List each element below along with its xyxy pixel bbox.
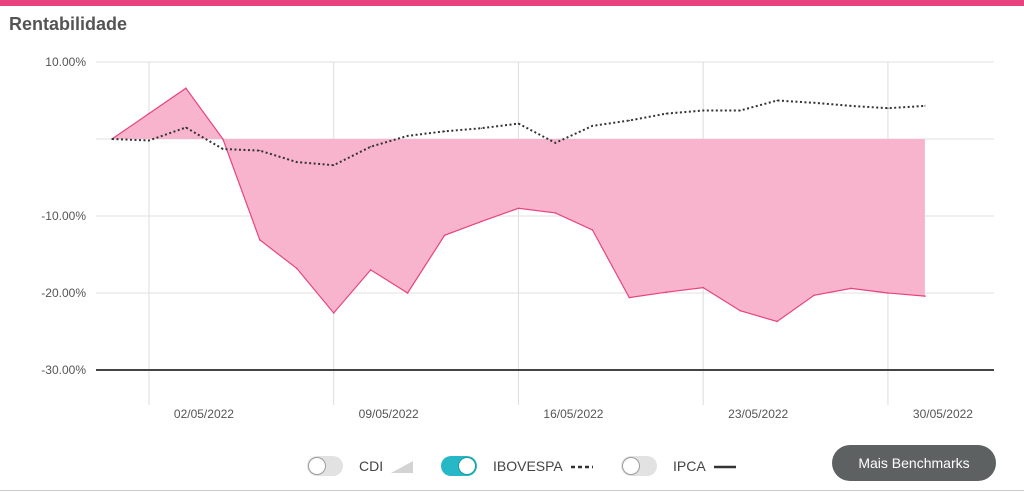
legend-item-ipca[interactable]: IPCA bbox=[621, 452, 736, 480]
ibovespa-point bbox=[296, 161, 298, 163]
portfolio-point bbox=[480, 220, 483, 223]
portfolio-point bbox=[148, 112, 150, 115]
toggle-knob bbox=[623, 458, 639, 474]
ibovespa-point bbox=[148, 139, 150, 142]
area-swatch-icon bbox=[391, 461, 414, 473]
ibovespa-point bbox=[443, 130, 446, 132]
toggle-knob bbox=[309, 458, 325, 474]
cdi-toggle[interactable] bbox=[307, 456, 343, 476]
ibovespa-point bbox=[259, 149, 261, 152]
ibovespa-point bbox=[554, 142, 557, 144]
ibovespa-point bbox=[702, 109, 704, 112]
ipca-toggle[interactable] bbox=[621, 456, 657, 476]
portfolio-point bbox=[776, 320, 778, 323]
portfolio-point bbox=[406, 292, 409, 294]
portfolio-point bbox=[259, 239, 261, 241]
page-title: Rentabilidade bbox=[9, 14, 128, 34]
ibovespa-point bbox=[591, 125, 593, 127]
portfolio-point bbox=[813, 294, 815, 297]
more-benchmarks-button[interactable]: Mais Benchmarks bbox=[832, 445, 996, 481]
ibovespa-toggle[interactable] bbox=[441, 456, 477, 476]
ibovespa-point bbox=[739, 109, 741, 112]
portfolio-point bbox=[332, 312, 335, 314]
ibovespa-point bbox=[813, 102, 815, 104]
portfolio-point bbox=[665, 291, 668, 294]
benchmark-legend: CDI IBOVESPA IPCA bbox=[0, 452, 1024, 480]
bottom-divider bbox=[0, 490, 1024, 491]
portfolio-point bbox=[739, 309, 741, 312]
portfolio-point bbox=[369, 269, 372, 271]
portfolio-point bbox=[517, 207, 520, 210]
ibovespa-point bbox=[370, 146, 372, 148]
x-tick-labels: 02/05/2022 09/05/2022 16/05/2022 23/05/2022… bbox=[174, 407, 973, 421]
legend-label-ibovespa: IBOVESPA bbox=[493, 458, 563, 474]
ibovespa-point bbox=[924, 105, 926, 107]
ibovespa-point bbox=[850, 105, 852, 107]
ibovespa-point bbox=[185, 126, 187, 129]
portfolio-point bbox=[924, 295, 926, 297]
legend-item-ibovespa[interactable]: IBOVESPA bbox=[441, 452, 593, 480]
x-tick-label: 16/05/2022 bbox=[543, 407, 603, 421]
y-tick-labels: 10.00% -10.00% -20.00% -30.00% bbox=[41, 55, 86, 377]
ibovespa-point bbox=[111, 138, 113, 140]
portfolio-point bbox=[443, 234, 446, 237]
y-tick-label: -10.00% bbox=[41, 209, 86, 223]
ibovespa-point bbox=[628, 119, 630, 122]
ibovespa-point bbox=[665, 112, 667, 115]
ibovespa-line-layer bbox=[111, 99, 926, 167]
x-tick-label: 09/05/2022 bbox=[359, 407, 419, 421]
x-tick-label: 02/05/2022 bbox=[174, 407, 234, 421]
ibovespa-point bbox=[480, 127, 483, 129]
legend-label-ipca: IPCA bbox=[673, 458, 706, 474]
portfolio-point bbox=[222, 138, 224, 140]
portfolio-point bbox=[702, 286, 704, 289]
portfolio-point bbox=[628, 296, 631, 299]
legend-item-cdi[interactable]: CDI bbox=[307, 452, 414, 480]
portfolio-point bbox=[887, 292, 889, 294]
solid-line-icon bbox=[713, 465, 736, 469]
ibovespa-point bbox=[407, 135, 409, 137]
ibovespa-point bbox=[222, 148, 224, 150]
toggle-knob bbox=[459, 458, 475, 474]
ibovespa-point bbox=[887, 107, 889, 109]
rentabilidade-chart: 10.00% -10.00% -20.00% -30.00% 02/05/2022 09… bbox=[41, 55, 994, 421]
portfolio-area-layer bbox=[111, 87, 926, 323]
portfolio-point bbox=[185, 87, 187, 89]
portfolio-point bbox=[591, 229, 594, 231]
ibovespa-point bbox=[517, 123, 520, 125]
top-accent-bar bbox=[0, 0, 1024, 6]
portfolio-area bbox=[112, 88, 925, 322]
portfolio-point bbox=[850, 287, 852, 290]
y-tick-label: -20.00% bbox=[41, 286, 86, 300]
legend-label-cdi: CDI bbox=[359, 458, 384, 474]
portfolio-point bbox=[295, 267, 298, 270]
ibovespa-point bbox=[776, 99, 778, 102]
dashed-line-icon bbox=[570, 465, 593, 469]
y-tick-label: -30.00% bbox=[41, 363, 86, 377]
x-tick-label: 30/05/2022 bbox=[913, 407, 973, 421]
ibovespa-point bbox=[333, 164, 335, 166]
x-tick-label: 23/05/2022 bbox=[728, 407, 788, 421]
portfolio-point bbox=[554, 212, 557, 214]
y-tick-label: 10.00% bbox=[45, 55, 86, 69]
